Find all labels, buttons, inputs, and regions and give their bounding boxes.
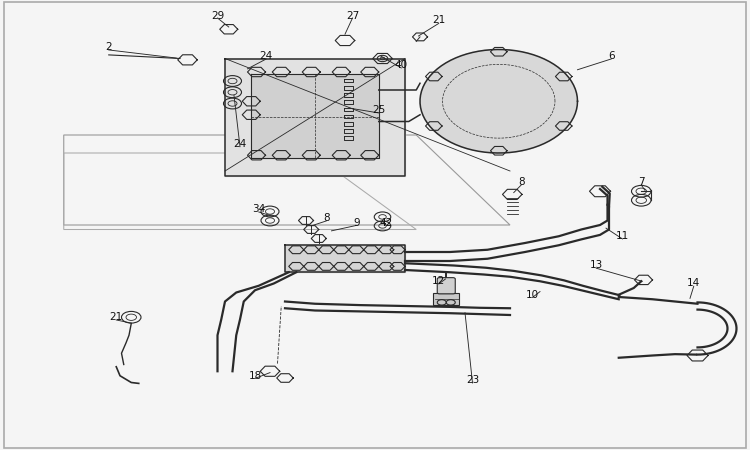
Text: 21: 21	[432, 15, 445, 25]
Polygon shape	[285, 245, 405, 272]
Text: 25: 25	[372, 105, 386, 115]
Text: 42: 42	[380, 218, 393, 228]
Text: 24: 24	[233, 139, 247, 149]
Text: 7: 7	[638, 177, 644, 187]
Text: 23: 23	[466, 375, 479, 385]
FancyBboxPatch shape	[4, 2, 746, 448]
Text: 2: 2	[106, 42, 112, 52]
Bar	[433, 292, 459, 305]
Text: 14: 14	[687, 279, 700, 288]
Text: 34: 34	[252, 204, 266, 214]
Text: 8: 8	[323, 213, 329, 223]
Text: 10: 10	[526, 290, 539, 300]
Text: 24: 24	[260, 51, 273, 61]
FancyBboxPatch shape	[437, 278, 455, 294]
Text: 27: 27	[346, 11, 359, 21]
Text: 6: 6	[608, 51, 614, 61]
Text: 8: 8	[518, 177, 524, 187]
Text: 21: 21	[110, 312, 123, 322]
Text: 18: 18	[248, 371, 262, 381]
Polygon shape	[225, 58, 405, 176]
Polygon shape	[251, 74, 379, 158]
Text: 29: 29	[211, 11, 224, 21]
Text: 11: 11	[616, 231, 629, 241]
Text: 12: 12	[432, 276, 445, 286]
Text: 9: 9	[353, 218, 359, 228]
Polygon shape	[420, 50, 578, 153]
Text: 40: 40	[394, 60, 408, 70]
Text: 13: 13	[590, 261, 603, 270]
